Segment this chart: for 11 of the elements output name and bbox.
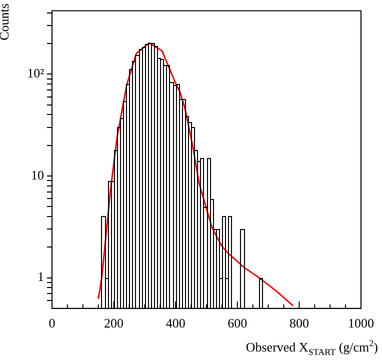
- x-tick-label: 0: [48, 316, 56, 331]
- x-axis-title: Observed X$_{START}$ (g/cm$^{2}$): [246, 338, 378, 357]
- y-tick-label: 10²: [27, 66, 44, 81]
- x-tick-label: 1000: [348, 316, 374, 331]
- y-tick-label: 10: [31, 167, 44, 182]
- y-tick-label: 1: [38, 269, 44, 284]
- x-tick-label: 800: [289, 316, 309, 331]
- x-tick-label: 600: [228, 316, 248, 331]
- y-axis-title: Counts: [0, 4, 12, 40]
- x-tick-label: 200: [104, 316, 124, 331]
- x-tick-label: 400: [166, 316, 186, 331]
